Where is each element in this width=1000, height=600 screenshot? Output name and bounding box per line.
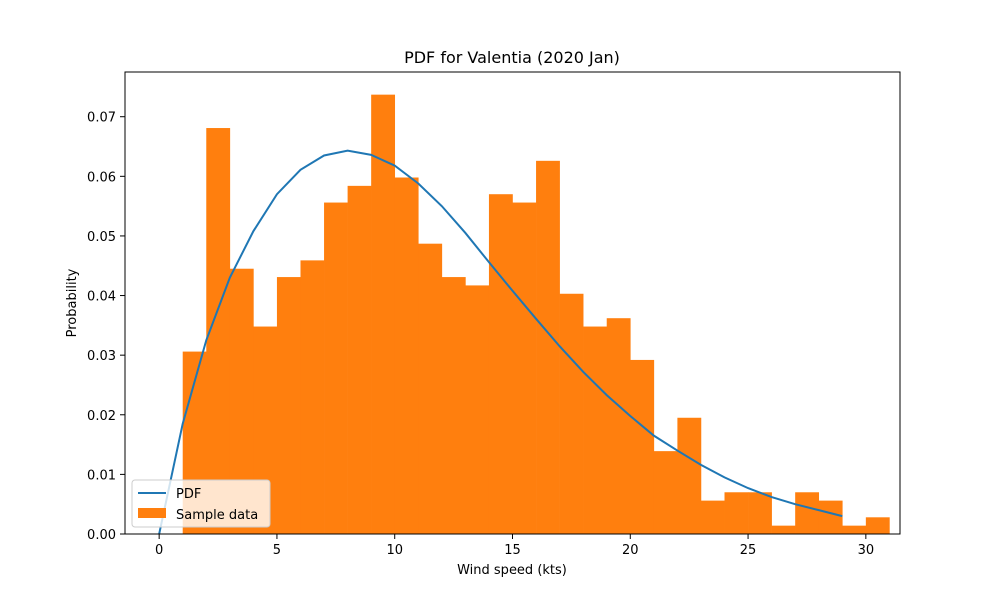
histogram-bar — [371, 94, 396, 535]
histogram-bar — [818, 500, 843, 534]
histogram-bar — [606, 318, 631, 534]
histogram-bar — [536, 160, 560, 534]
chart-title: PDF for Valentia (2020 Jan) — [404, 48, 620, 67]
histogram-bar — [276, 277, 301, 534]
pdf-line — [158, 149, 843, 535]
histogram-bar — [229, 268, 254, 534]
histogram-bar — [347, 185, 372, 534]
x-tick-label: 10 — [386, 543, 403, 558]
x-axis-ticks: 0 5 10 15 20 25 30 — [155, 534, 874, 558]
y-tick-label: 0.07 — [87, 111, 116, 126]
legend-pdf-label: PDF — [176, 487, 201, 502]
histogram-bar — [724, 492, 749, 534]
histogram-bar — [700, 500, 725, 534]
pdf-line-layer — [158, 149, 843, 535]
legend-sample-swatch — [138, 508, 166, 518]
histogram-bar — [324, 202, 348, 535]
histogram-bar — [630, 359, 655, 534]
histogram-bar — [559, 293, 584, 534]
x-tick-label: 25 — [740, 543, 757, 558]
histogram-bar — [677, 417, 702, 534]
y-tick-label: 0.01 — [87, 468, 116, 483]
histogram-bar — [206, 128, 231, 534]
x-tick-label: 15 — [504, 543, 521, 558]
histogram-bar — [465, 285, 490, 534]
histogram-bar — [418, 243, 443, 534]
legend-sample-label: Sample data — [176, 508, 258, 523]
legend-box — [131, 479, 271, 528]
y-tick-label: 0.06 — [87, 170, 116, 185]
histogram-bar — [300, 260, 325, 534]
y-tick-label: 0.03 — [87, 349, 116, 364]
histogram-bar — [795, 492, 820, 534]
y-tick-label: 0.02 — [87, 409, 116, 424]
y-axis-ticks: 0.00 0.01 0.02 0.03 0.04 0.05 0.06 0.07 — [87, 111, 125, 543]
histogram-bar — [488, 194, 513, 534]
histogram-bar — [583, 326, 608, 534]
histogram-bar — [842, 525, 867, 534]
histogram-bars — [182, 94, 890, 535]
y-axis-label: Probability — [65, 268, 80, 337]
y-tick-label: 0.05 — [87, 230, 116, 245]
x-tick-label: 0 — [155, 543, 163, 558]
x-axis-label: Wind speed (kts) — [457, 563, 567, 578]
histogram-bar — [865, 517, 890, 534]
histogram-bar — [748, 492, 772, 534]
histogram-bar — [441, 277, 466, 534]
x-tick-label: 20 — [622, 543, 639, 558]
histogram-bar — [512, 202, 537, 535]
legend: PDF Sample data — [131, 479, 271, 528]
y-tick-label: 0.00 — [87, 528, 116, 543]
y-tick-label: 0.04 — [87, 290, 116, 305]
x-tick-label: 5 — [273, 543, 281, 558]
x-tick-label: 30 — [858, 543, 875, 558]
histogram-bar — [653, 451, 678, 534]
histogram-bar — [771, 525, 796, 534]
histogram-bar — [394, 177, 419, 534]
